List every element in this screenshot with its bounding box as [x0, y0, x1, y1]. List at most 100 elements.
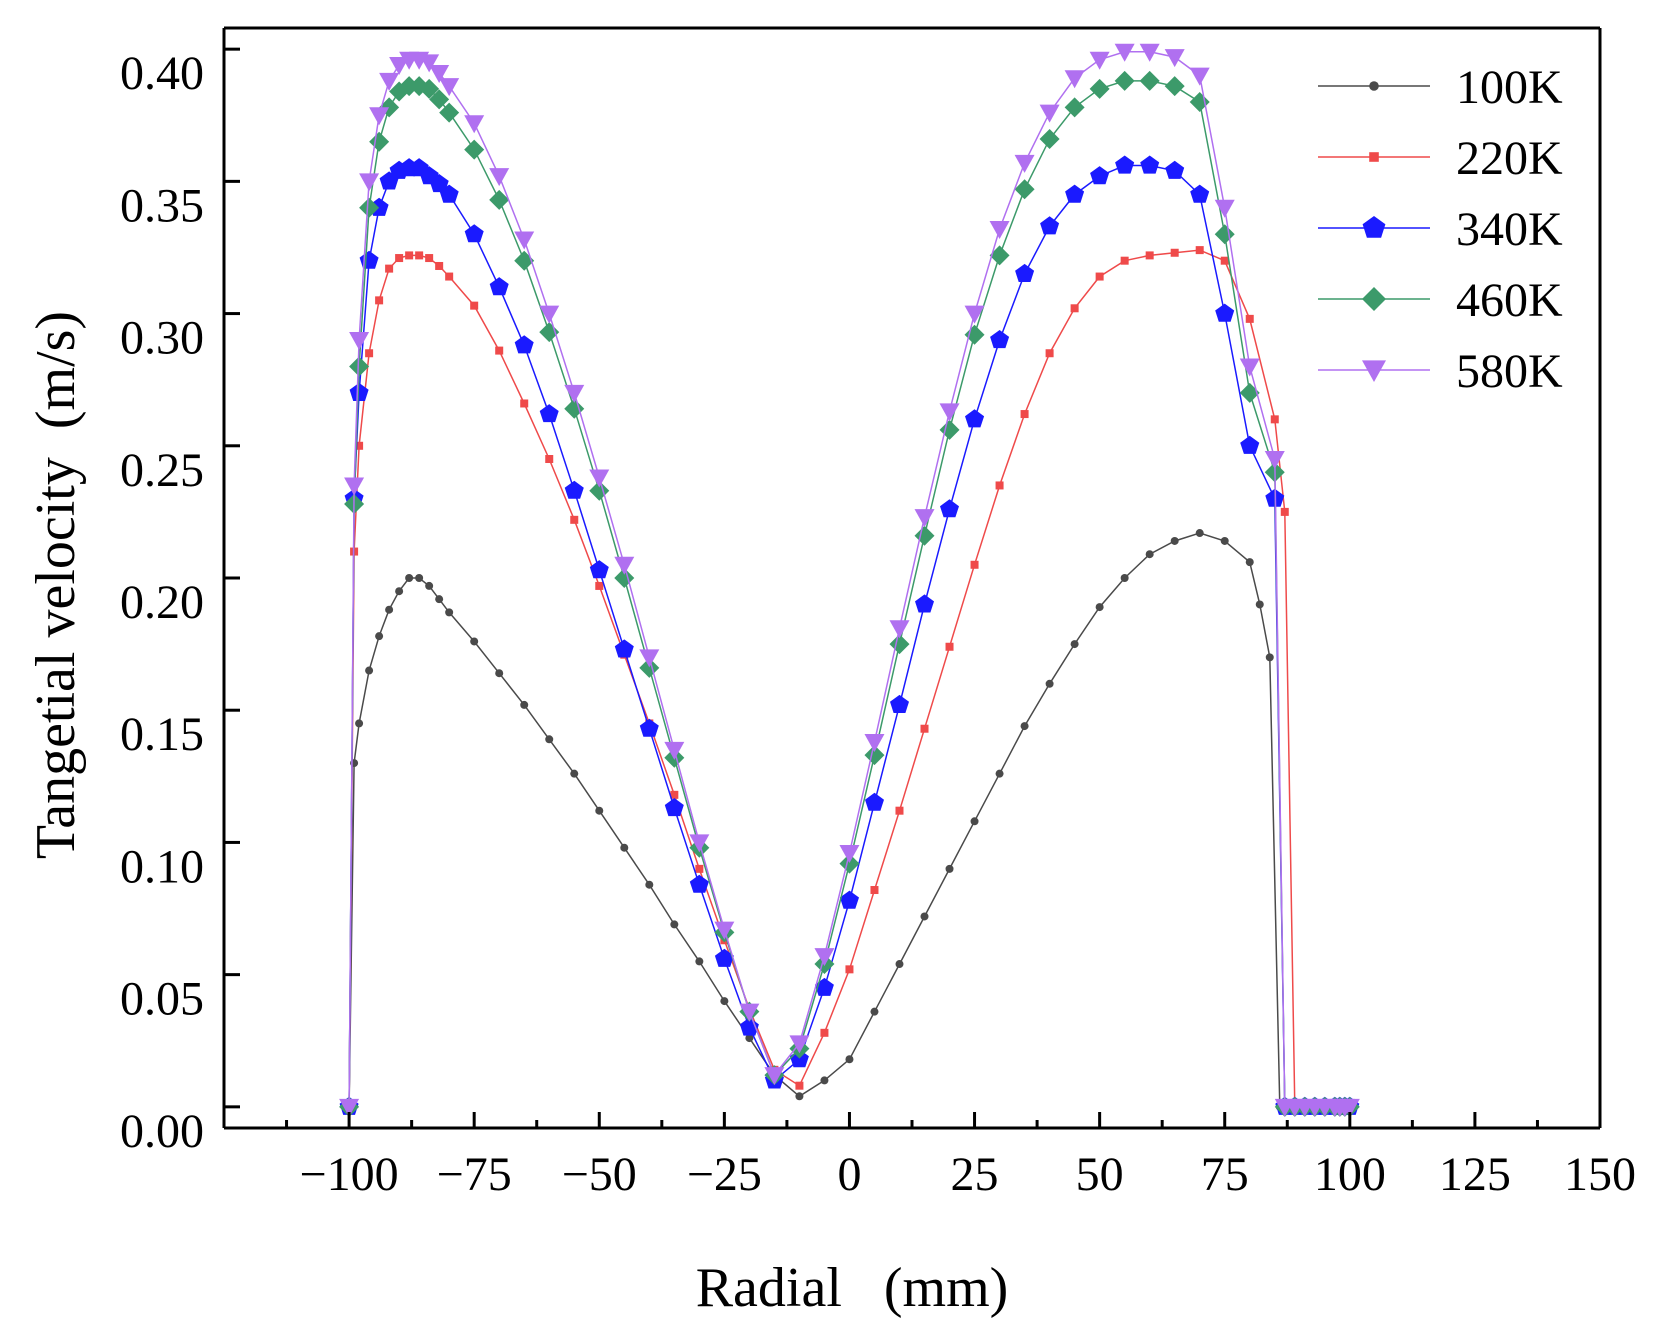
y-tick-label: 0.35: [120, 179, 204, 232]
series-line-100K: [348, 532, 1350, 1108]
data-point-220K: [520, 399, 529, 408]
data-point-220K: [870, 886, 879, 895]
data-point-220K: [595, 581, 604, 590]
data-point-100K: [670, 920, 679, 929]
data-point-580K: [914, 509, 935, 528]
y-tick-label: 0.15: [120, 708, 204, 761]
data-point-460K: [1164, 76, 1185, 97]
x-tick-label: 50: [1076, 1148, 1124, 1201]
data-point-460K: [419, 78, 440, 99]
data-point-220K: [1070, 304, 1079, 313]
data-point-580K: [1164, 49, 1185, 68]
data-point-100K: [820, 1076, 829, 1085]
data-point-220K: [355, 441, 364, 450]
data-point-100K: [1265, 653, 1274, 662]
y-tick-label: 0.25: [120, 444, 204, 497]
data-point-220K: [405, 251, 414, 260]
data-point-100K: [385, 605, 394, 614]
data-point-580K: [1264, 451, 1285, 470]
y-tick-label: 0.00: [120, 1105, 204, 1158]
data-point-580K: [1339, 1098, 1360, 1117]
data-point-220K: [545, 455, 554, 464]
data-point-460K: [1189, 92, 1210, 113]
data-point-340K: [1165, 160, 1185, 179]
y-tick-label: 0.20: [120, 576, 204, 629]
legend-item-460K: 460K: [1318, 274, 1563, 327]
x-tick-label: −25: [687, 1148, 762, 1201]
data-point-100K: [375, 632, 384, 641]
y-axis-title: Tangetial velocity (m/s): [25, 311, 87, 859]
data-point-460K: [939, 419, 960, 440]
data-point-580K: [439, 78, 460, 97]
data-point-220K: [1245, 314, 1254, 323]
data-point-460K: [514, 250, 535, 271]
data-point-340K: [1115, 155, 1135, 174]
data-point-220K: [920, 724, 929, 733]
data-point-580K: [539, 305, 560, 324]
data-point-460K: [369, 131, 390, 152]
data-point-460K: [464, 139, 485, 160]
data-point-580K: [1239, 358, 1260, 377]
data-point-580K: [1039, 104, 1060, 123]
data-point-340K: [1090, 166, 1110, 185]
data-point-460K: [1089, 78, 1110, 99]
data-point-220K: [895, 806, 904, 815]
data-point-100K: [1020, 722, 1029, 731]
data-point-460K: [1064, 97, 1085, 118]
x-tick-label: 75: [1201, 1148, 1249, 1201]
data-point-580K: [1214, 199, 1235, 218]
legend-label: 340K: [1456, 203, 1563, 256]
x-tick-label: 150: [1564, 1148, 1636, 1201]
data-point-460K: [564, 398, 585, 419]
series-layer: [339, 43, 1360, 1117]
data-point-580K: [864, 733, 885, 752]
data-point-100K: [645, 880, 654, 889]
series-580K: [339, 43, 1360, 1117]
data-point-340K: [839, 890, 859, 909]
data-point-340K: [965, 409, 985, 428]
data-point-580K: [464, 115, 485, 134]
data-point-220K: [845, 965, 854, 974]
data-point-340K: [890, 694, 909, 713]
legend-label: 220K: [1456, 132, 1563, 185]
data-point-220K: [1195, 246, 1204, 255]
data-point-460K: [1139, 70, 1160, 91]
data-point-340K: [464, 224, 484, 243]
data-point-580K: [1189, 67, 1210, 86]
x-tick-label: 0: [837, 1148, 861, 1201]
y-tick-label: 0.30: [120, 312, 204, 365]
data-point-340K: [990, 330, 1010, 349]
x-tick-label: 125: [1439, 1148, 1511, 1201]
data-point-460K: [429, 89, 450, 110]
legend-item-340K: 340K: [1318, 203, 1563, 256]
legend-label: 460K: [1456, 274, 1563, 327]
data-point-220K: [570, 515, 579, 524]
data-point-220K: [695, 864, 704, 873]
data-point-100K: [620, 843, 629, 852]
data-point-100K: [845, 1055, 854, 1064]
x-axis-title: Radial (mm): [696, 1257, 1009, 1319]
data-point-580K: [764, 1067, 785, 1086]
data-point-220K: [670, 790, 679, 799]
data-point-220K: [495, 346, 504, 355]
axes-layer: −100 −75 −50 −25 0 25 50 75 100 125 150 0.00 0.05 0.1…: [120, 26, 1636, 1201]
data-point-100K: [355, 719, 364, 728]
legend-marker: [1362, 360, 1386, 382]
data-point-340K: [359, 250, 379, 269]
x-tick-label: −50: [562, 1148, 637, 1201]
data-point-100K: [570, 769, 579, 778]
data-point-580K: [1064, 70, 1085, 89]
data-point-100K: [1170, 536, 1179, 545]
data-point-580K: [349, 332, 370, 351]
data-point-100K: [1255, 600, 1264, 609]
data-point-460K: [439, 102, 460, 123]
data-point-460K: [1014, 179, 1035, 200]
data-point-100K: [405, 574, 414, 582]
data-point-340K: [714, 948, 734, 967]
series-340K: [339, 155, 1360, 1115]
data-point-460K: [1114, 70, 1135, 91]
data-point-580K: [1139, 43, 1160, 62]
data-point-340K: [349, 382, 369, 401]
data-point-340K: [1140, 155, 1160, 174]
data-point-340K: [439, 184, 459, 203]
